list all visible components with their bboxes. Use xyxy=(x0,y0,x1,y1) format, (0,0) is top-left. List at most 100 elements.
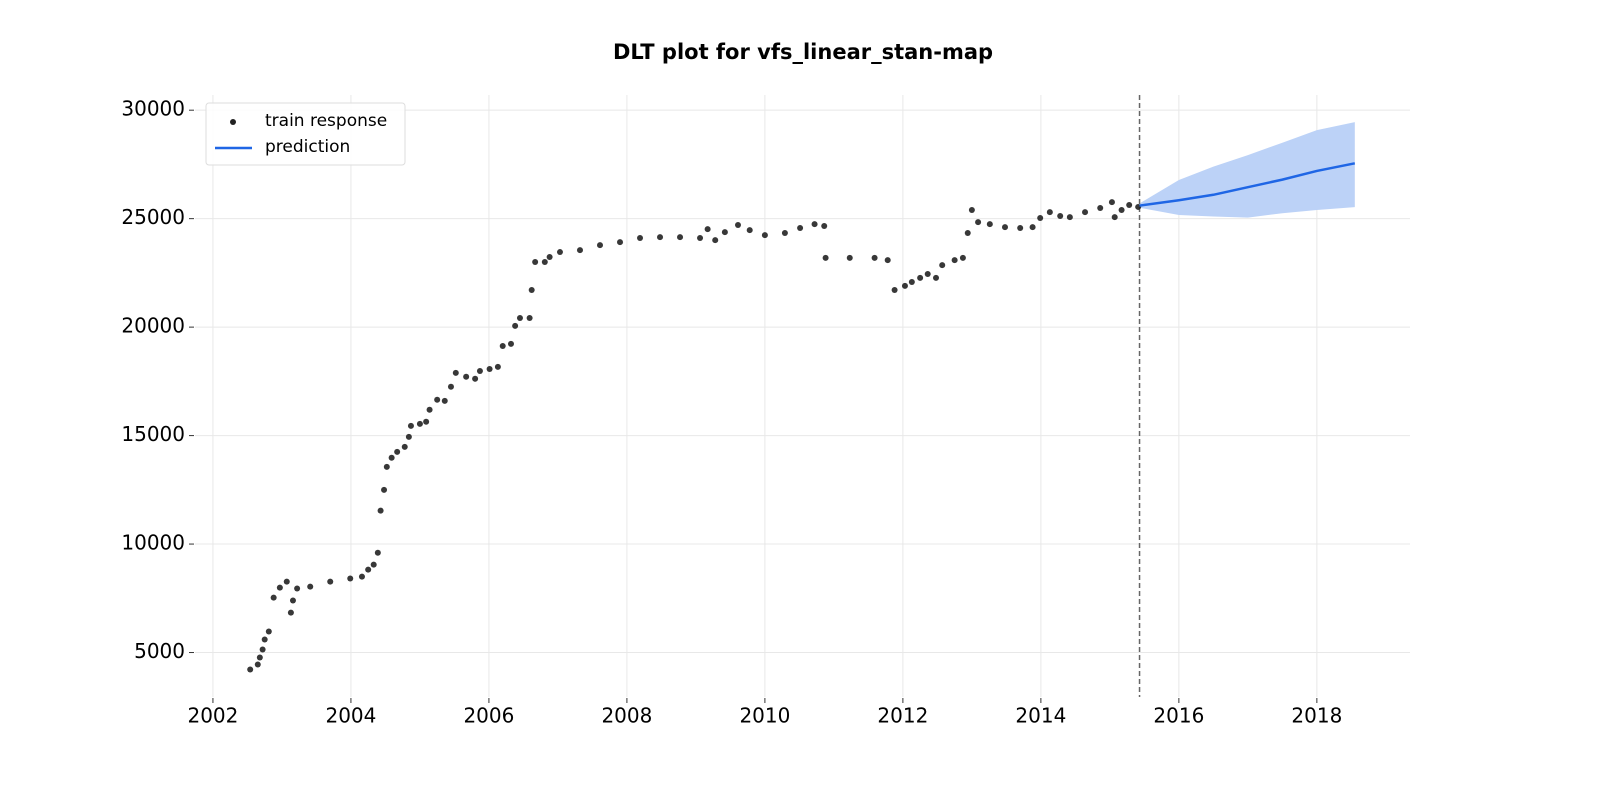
y-tick-label: 25000 xyxy=(121,205,185,229)
y-tick-label: 30000 xyxy=(121,97,185,121)
train-point xyxy=(401,443,408,450)
train-point xyxy=(261,636,268,643)
train-point xyxy=(512,322,519,329)
train-point xyxy=(532,259,539,266)
train-point xyxy=(472,375,479,382)
y-tick-label: 20000 xyxy=(121,314,185,338)
train-point xyxy=(556,249,563,256)
train-point xyxy=(617,239,624,246)
train-point xyxy=(677,234,684,241)
train-point xyxy=(797,224,804,231)
x-tick-label: 2010 xyxy=(739,704,790,728)
x-tick-label: 2014 xyxy=(1015,704,1066,728)
train-point xyxy=(434,396,441,403)
x-tick-label: 2018 xyxy=(1291,704,1342,728)
x-tick-label: 2002 xyxy=(187,704,238,728)
train-point xyxy=(476,367,483,374)
train-point xyxy=(959,254,966,261)
train-point xyxy=(486,365,493,372)
prediction-line xyxy=(1139,162,1356,207)
train-point xyxy=(287,609,294,616)
train-point xyxy=(964,229,971,236)
train-point xyxy=(822,254,829,261)
train-point xyxy=(917,274,924,281)
train-point xyxy=(254,661,261,668)
train-point xyxy=(405,433,412,440)
train-point xyxy=(901,282,908,289)
train-point xyxy=(394,448,401,455)
y-tick-label: 5000 xyxy=(134,639,185,663)
train-point xyxy=(951,257,958,264)
train-point xyxy=(891,287,898,294)
train-point xyxy=(1126,201,1133,208)
train-point xyxy=(576,247,583,254)
train-point xyxy=(924,270,931,277)
train-point xyxy=(526,315,533,322)
train-point xyxy=(327,578,334,585)
train-point xyxy=(734,221,741,228)
train-point xyxy=(256,654,263,661)
train-point xyxy=(423,418,430,425)
train-point xyxy=(365,566,372,573)
train-point xyxy=(270,594,277,601)
train-point xyxy=(516,315,523,322)
train-point xyxy=(546,254,553,261)
train-point xyxy=(259,646,266,653)
train-point xyxy=(761,232,768,239)
train-point xyxy=(541,259,548,266)
train-point xyxy=(1002,224,1008,231)
train-point xyxy=(781,229,788,236)
train-point xyxy=(307,583,314,590)
train-point xyxy=(1118,206,1125,213)
train-point xyxy=(1097,205,1104,212)
train-point xyxy=(884,257,891,264)
x-tick-label: 2016 xyxy=(1153,704,1204,728)
train-point xyxy=(1029,224,1036,231)
train-point xyxy=(908,278,915,285)
train-point xyxy=(528,287,535,294)
prediction-band xyxy=(1139,122,1355,218)
train-point xyxy=(704,226,711,233)
train-point xyxy=(637,234,644,241)
train-point xyxy=(1037,215,1044,222)
legend-label: prediction xyxy=(265,137,350,157)
train-point xyxy=(1057,213,1064,220)
train-point xyxy=(975,219,982,226)
train-point xyxy=(289,597,296,604)
chart-title: DLT plot for vfs_linear_stan-map xyxy=(613,40,993,64)
train-point xyxy=(358,573,365,580)
legend-box xyxy=(205,102,406,166)
train-point xyxy=(452,369,459,376)
train-point xyxy=(247,666,254,673)
train-point xyxy=(657,234,664,241)
train-point xyxy=(1111,214,1118,221)
x-tick-label: 2006 xyxy=(463,704,514,728)
train-point xyxy=(294,585,301,592)
train-point xyxy=(370,561,377,568)
train-point xyxy=(441,397,448,404)
train-point xyxy=(986,221,993,228)
train-point xyxy=(447,383,454,390)
train-point xyxy=(1066,214,1073,221)
train-point xyxy=(846,254,853,261)
legend-marker xyxy=(230,119,236,125)
x-tick-label: 2008 xyxy=(601,704,652,728)
train-point xyxy=(746,227,753,234)
train-point xyxy=(712,237,719,244)
train-point xyxy=(426,406,433,413)
x-tick-label: 2012 xyxy=(877,704,928,728)
legend-label: train response xyxy=(265,111,387,131)
train-point xyxy=(377,507,384,514)
train-point xyxy=(374,549,381,556)
train-point xyxy=(933,274,940,281)
train-point xyxy=(494,363,501,370)
y-tick-label: 10000 xyxy=(121,531,185,555)
train-point xyxy=(499,342,506,349)
train-point xyxy=(821,223,828,230)
x-tick-label: 2004 xyxy=(325,704,376,728)
train-point xyxy=(283,578,290,585)
train-point xyxy=(871,254,878,261)
train-point xyxy=(1017,224,1024,231)
train-point xyxy=(697,234,704,241)
train-point xyxy=(407,422,414,429)
